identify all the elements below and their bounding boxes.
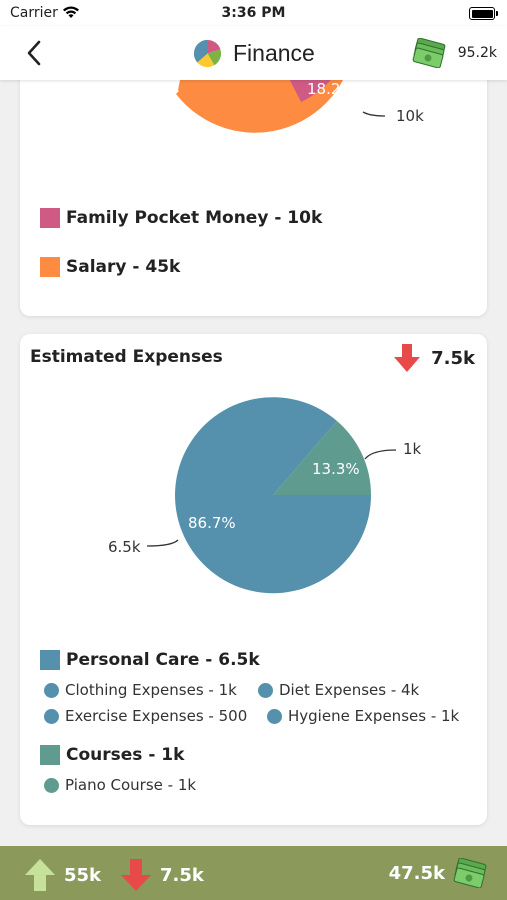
legend-label: Salary - 45k — [66, 257, 181, 277]
wifi-icon — [63, 6, 79, 18]
legend-family-pocket-money: Family Pocket Money - 10k — [40, 208, 322, 228]
legend-label: Courses - 1k — [66, 745, 185, 765]
legend-dot — [258, 682, 273, 698]
expenses-total: 7.5k — [393, 343, 475, 373]
legend-item-piano: Piano Course - 1k — [44, 776, 196, 794]
summary-expenses: 7.5k — [120, 858, 204, 892]
nav-bar: Finance 95.2k — [0, 26, 507, 80]
legend-dot — [44, 708, 59, 724]
legend-label: Family Pocket Money - 10k — [66, 208, 323, 228]
legend-dot — [44, 777, 59, 793]
nav-balance-value: 95.2k — [457, 45, 497, 61]
legend-dot — [267, 708, 282, 724]
money-stack-icon — [412, 38, 446, 68]
arrow-down-icon — [121, 859, 151, 891]
pie-callout-courses: 1k — [403, 440, 422, 458]
summary-balance-value: 47.5k — [388, 862, 445, 884]
legend-item-diet: Diet Expenses - 4k — [258, 681, 419, 699]
legend-personal-care: Personal Care - 6.5k — [40, 650, 260, 670]
legend-swatch — [40, 208, 60, 228]
status-time: 3:36 PM — [221, 5, 286, 21]
summary-expenses-value: 7.5k — [160, 864, 204, 886]
expenses-pie-chart: 13.3% 1k 86.7% 6.5k — [108, 397, 422, 594]
pie-slice-courses — [273, 421, 371, 495]
pie-callout-family: 10k — [396, 107, 424, 125]
legend-item-hygiene: Hygiene Expenses - 1k — [267, 707, 459, 725]
pie-percent-personal-care: 86.7% — [188, 514, 236, 532]
summary-balance: 47.5k — [389, 858, 491, 888]
income-card: 18.2% 10k Family Pocket Money - 10k Sala… — [20, 40, 487, 316]
expenses-card: Estimated Expenses 7.5k 13.3% 1k 86.7% 6… — [20, 334, 487, 825]
legend-item-label: Piano Course - 1k — [65, 776, 197, 794]
legend-swatch — [40, 745, 60, 765]
card-title: Estimated Expenses — [30, 347, 223, 367]
pie-percent-family: 18.2% — [307, 80, 355, 98]
summary-bar: 55k 7.5k 47.5k — [0, 846, 507, 900]
summary-income-value: 55k — [64, 864, 102, 886]
legend-label: Personal Care - 6.5k — [66, 650, 260, 670]
legend-salary: Salary - 45k — [40, 257, 180, 277]
legend-item-label: Diet Expenses - 4k — [279, 681, 420, 699]
money-stack-icon — [453, 858, 487, 888]
status-bar: Carrier 3:36 PM — [0, 0, 507, 26]
legend-swatch — [40, 650, 60, 670]
legend-dot — [44, 682, 59, 698]
pie-slice-personal-care — [175, 397, 372, 594]
pie-percent-courses: 13.3% — [312, 460, 360, 478]
page-title: Finance — [233, 39, 315, 66]
legend-item-label: Hygiene Expenses - 1k — [288, 707, 460, 725]
pie-callout-personal-care: 6.5k — [108, 538, 141, 556]
nav-title-group: Finance — [192, 36, 315, 70]
legend-courses: Courses - 1k — [40, 745, 184, 765]
legend-item-label: Clothing Expenses - 1k — [65, 681, 237, 699]
carrier-label: Carrier — [10, 5, 58, 21]
legend-item-label: Exercise Expenses - 500 — [65, 707, 248, 725]
arrow-down-icon — [394, 344, 421, 372]
battery-icon — [469, 7, 498, 20]
arrow-up-icon — [25, 859, 55, 891]
chevron-left-icon[interactable] — [22, 39, 48, 67]
expenses-total-value: 7.5k — [431, 347, 475, 369]
legend-item-exercise: Exercise Expenses - 500 — [44, 707, 247, 725]
legend-swatch — [40, 257, 60, 277]
pie-chart-icon — [193, 39, 222, 67]
nav-balance: 95.2k — [412, 38, 497, 68]
legend-item-clothing: Clothing Expenses - 1k — [44, 681, 237, 699]
summary-income: 55k — [24, 858, 101, 892]
